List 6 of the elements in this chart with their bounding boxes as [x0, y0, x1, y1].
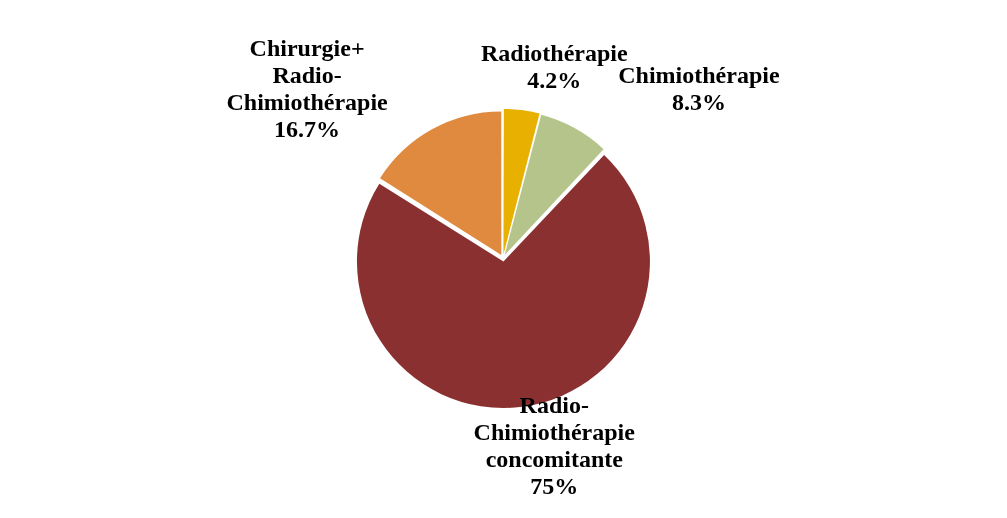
data-label: 16.7%	[274, 116, 341, 143]
data-label: 75%	[530, 473, 579, 500]
slice-label: Chirurgie+ Radio-Chimiothérapie	[226, 35, 389, 116]
data-label: 4.2%	[527, 67, 582, 94]
data-label: 8.3%	[671, 89, 726, 116]
slice-label: Radio-Chimiothérapie concomitante	[473, 392, 636, 473]
